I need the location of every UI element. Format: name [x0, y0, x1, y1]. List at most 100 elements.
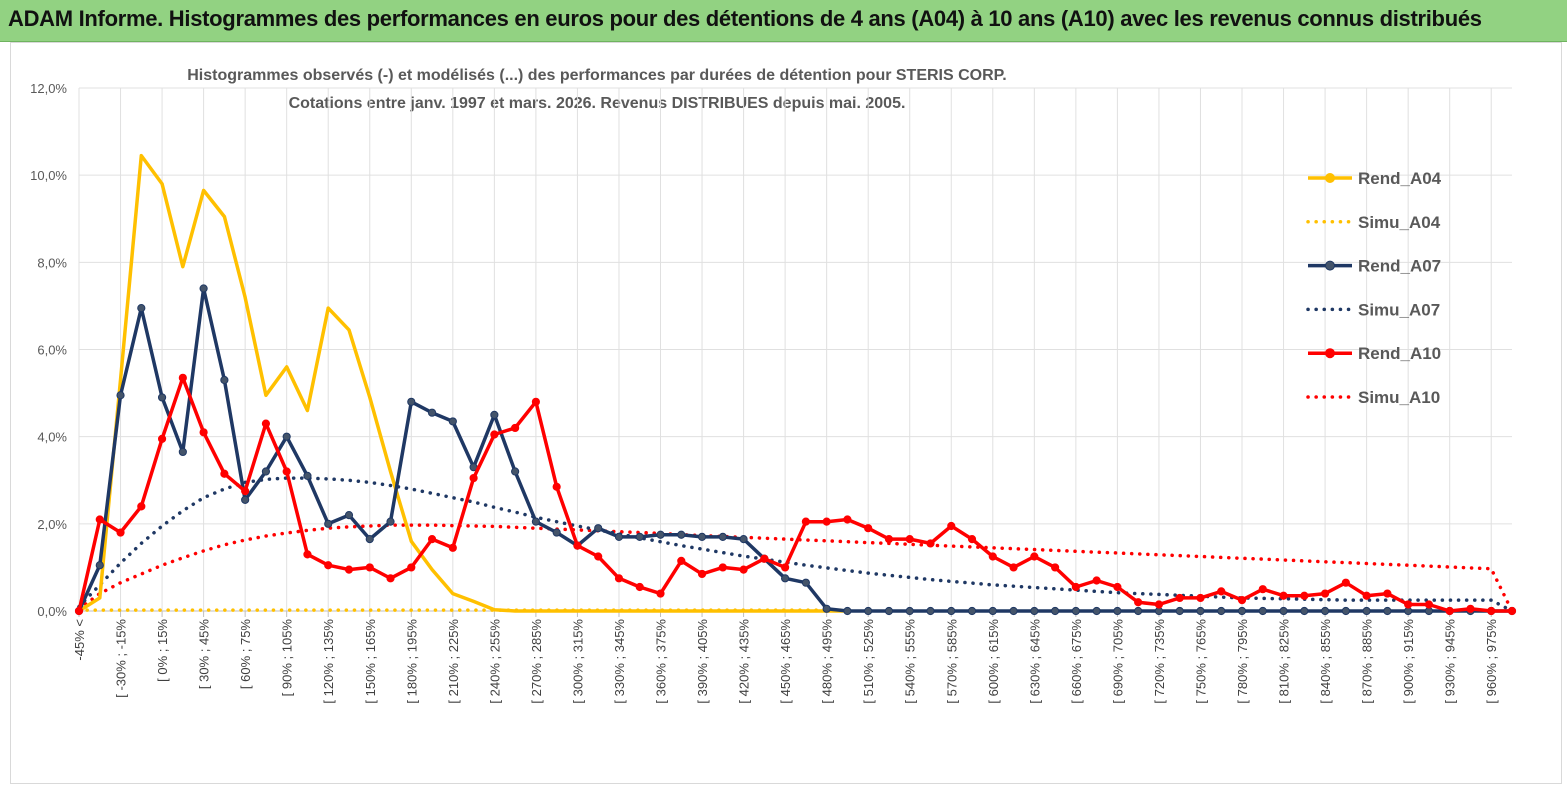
- data-point: [178, 373, 187, 382]
- data-point: [1196, 593, 1205, 603]
- chart-legend: Rend_A04 Simu_A04 Rend_A07 Simu_A07 Rend_A10…: [1306, 169, 1442, 407]
- data-point: [1320, 589, 1330, 598]
- data-point: [303, 471, 312, 480]
- y-tick-label: 4,0%: [37, 430, 67, 445]
- x-tick-label: [ 30% ; 45%: [197, 619, 212, 690]
- legend-item-simu-a04: Simu_A04: [1306, 213, 1441, 232]
- data-point: [843, 515, 852, 524]
- data-point: [407, 563, 416, 572]
- x-axis: -45% < [ -30% ; -15% [ 0% ; 15% [ 30% ; 45%…: [72, 610, 1512, 704]
- report-title: ADAM Informe. Histogrammes des performan…: [8, 6, 1482, 31]
- chart-subtitle-line-2: Cotations entre janv. 1997 et mars. 2026…: [289, 95, 906, 112]
- x-tick-label: [ 420% ; 435%: [737, 619, 752, 704]
- data-point: [1300, 591, 1309, 600]
- data-point: [261, 419, 271, 428]
- x-tick-label: -45% <: [72, 619, 87, 661]
- x-tick-label: [ 600% ; 615%: [986, 619, 1001, 704]
- data-point: [843, 606, 852, 616]
- report-banner: ADAM Informe. Histogrammes des performan…: [0, 0, 1567, 42]
- data-point: [116, 391, 125, 400]
- x-tick-label: [ 930% ; 945%: [1443, 619, 1458, 704]
- chart-subtitle-line-1: Histogrammes observés (-) et modélisés (…: [187, 67, 1006, 84]
- data-point: [947, 606, 956, 616]
- data-point: [864, 524, 873, 533]
- data-point: [137, 303, 146, 313]
- data-point: [656, 589, 665, 598]
- data-point: [677, 530, 686, 539]
- data-point: [967, 606, 977, 616]
- data-point: [199, 428, 208, 437]
- data-point: [1300, 606, 1309, 616]
- data-point: [95, 561, 104, 570]
- data-point: [1424, 600, 1434, 609]
- data-point: [1092, 606, 1101, 616]
- data-point: [614, 532, 624, 542]
- x-tick-label: [ 210% ; 225%: [446, 619, 461, 704]
- series-rend-a07: [74, 284, 1517, 616]
- data-point: [1404, 600, 1413, 609]
- x-tick-label: [ 300% ; 315%: [570, 619, 585, 704]
- data-point: [407, 397, 416, 406]
- y-tick-label: 6,0%: [37, 343, 67, 358]
- data-point: [531, 397, 540, 406]
- data-point: [282, 467, 291, 476]
- data-point: [511, 423, 520, 433]
- legend-item-rend-a07: Rend_A07: [1308, 257, 1441, 276]
- data-point: [635, 532, 644, 542]
- legend-label: Simu_A07: [1358, 300, 1440, 319]
- series-rend-a10: [74, 373, 1517, 616]
- x-tick-label: [ 900% ; 915%: [1401, 619, 1416, 704]
- data-point: [490, 410, 499, 419]
- data-point: [1237, 596, 1247, 605]
- x-tick-label: [ 690% ; 705%: [1110, 619, 1125, 704]
- data-point: [988, 552, 997, 561]
- data-point: [1071, 606, 1080, 616]
- data-point: [261, 467, 271, 476]
- data-point: [74, 606, 84, 616]
- data-point: [781, 574, 790, 583]
- data-point: [697, 532, 707, 542]
- data-point: [1487, 606, 1496, 616]
- series-line: [77, 476, 1514, 613]
- data-point: [926, 539, 935, 548]
- data-point: [386, 574, 395, 583]
- data-point: [594, 552, 603, 561]
- y-tick-label: 10,0%: [30, 168, 67, 183]
- data-point: [677, 556, 686, 565]
- legend-marker: [1325, 348, 1335, 359]
- data-point: [490, 430, 499, 439]
- data-point: [1466, 604, 1475, 613]
- data-point: [573, 541, 582, 550]
- data-point: [1009, 606, 1018, 616]
- data-point: [116, 528, 125, 537]
- legend-label: Rend_A04: [1358, 169, 1442, 188]
- data-point: [926, 606, 935, 616]
- data-point: [1134, 606, 1143, 616]
- data-point: [822, 604, 831, 613]
- data-point: [1320, 606, 1330, 616]
- data-point: [1071, 582, 1080, 592]
- data-point: [739, 565, 748, 574]
- data-point: [344, 511, 354, 520]
- data-point: [241, 495, 250, 504]
- data-point: [801, 578, 810, 587]
- x-tick-label: [ 360% ; 375%: [654, 619, 669, 704]
- chart-frame: [10, 42, 1562, 784]
- data-point: [303, 550, 312, 559]
- data-point: [1258, 606, 1267, 616]
- data-point: [427, 408, 437, 417]
- data-point: [988, 606, 997, 616]
- legend-item-simu-a07: Simu_A07: [1306, 300, 1440, 319]
- x-tick-label: [ 180% ; 195%: [404, 619, 419, 704]
- data-point: [947, 521, 956, 531]
- data-point: [1030, 606, 1039, 616]
- series-simu-a07: [77, 476, 1514, 613]
- series-line: [77, 153, 850, 613]
- data-point: [1196, 606, 1205, 616]
- x-tick-label: [ 870% ; 885%: [1360, 619, 1375, 704]
- legend-marker: [1325, 173, 1335, 183]
- x-tick-label: [ 570% ; 585%: [944, 619, 959, 704]
- data-point: [178, 447, 187, 457]
- data-point: [1030, 552, 1039, 561]
- data-point: [1009, 563, 1018, 572]
